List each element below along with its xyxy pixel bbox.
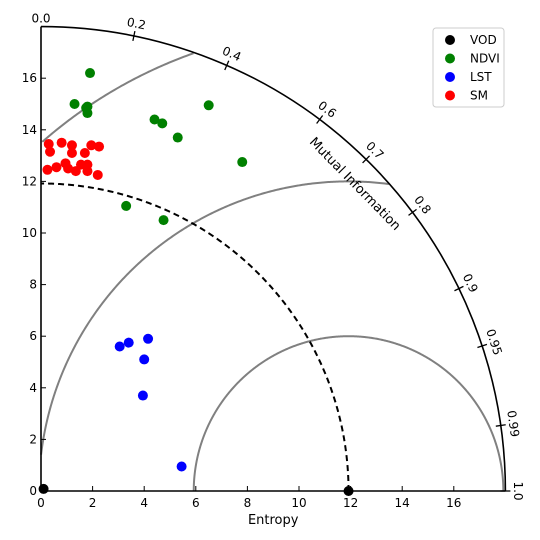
- data-point-vod: [38, 483, 49, 494]
- data-point-lst: [123, 337, 134, 348]
- x-tick-label: 0: [37, 496, 45, 510]
- x-tick-label: 14: [395, 496, 410, 510]
- x-tick-label: 16: [446, 496, 461, 510]
- data-point-ndvi: [158, 215, 169, 226]
- x-tick-label: 4: [140, 496, 148, 510]
- y-tick-label: 2: [29, 432, 37, 446]
- legend-label: LST: [470, 70, 492, 84]
- legend-label: SM: [470, 89, 488, 103]
- correlation-tick-label: 0.6: [315, 98, 339, 121]
- rmsd-contour-0: [192, 335, 505, 492]
- correlation-tick: [495, 424, 506, 427]
- data-point-lst: [114, 341, 125, 352]
- correlation-tick-label: 0.4: [220, 44, 243, 64]
- data-point-lst: [143, 333, 154, 344]
- data-point-ndvi: [203, 100, 214, 111]
- data-point-sm: [70, 166, 81, 177]
- correlation-tick: [224, 60, 230, 71]
- y-tick-label: 0: [29, 484, 37, 498]
- data-point-lst: [139, 354, 150, 365]
- legend-marker-sm: [445, 90, 455, 101]
- data-point-ndvi: [149, 114, 160, 125]
- data-point-ndvi: [82, 108, 93, 119]
- legend: VOD NDVI LST SM: [432, 27, 505, 108]
- reference-arc: [40, 182, 350, 492]
- correlation-tick-label: 0.99: [504, 410, 522, 438]
- data-point-sm: [79, 148, 90, 159]
- correlation-tick-label: 0.9: [460, 271, 481, 294]
- rmsd-contour-2: [41, 52, 194, 143]
- data-point-sm: [66, 148, 77, 159]
- data-point-sm: [43, 138, 54, 149]
- legend-marker-lst: [445, 72, 455, 82]
- correlation-tick-label: 0.95: [483, 327, 505, 357]
- y-tick-label: 6: [29, 329, 37, 343]
- x-axis-title: Entropy: [248, 513, 299, 528]
- correlation-tick: [132, 30, 136, 42]
- correlation-tick-label: 1.0: [511, 481, 525, 500]
- correlation-tick: [316, 115, 324, 124]
- data-point-ndvi: [121, 200, 132, 211]
- data-point-sm: [42, 164, 53, 175]
- data-point-sm: [63, 163, 74, 174]
- correlation-tick: [362, 155, 371, 164]
- data-point-ndvi: [69, 99, 80, 109]
- y-tick-label: 4: [29, 381, 37, 395]
- x-tick-label: 10: [291, 496, 306, 510]
- legend-marker-ndvi: [445, 53, 455, 64]
- outer-arc: [40, 25, 507, 492]
- y-tick-label: 16: [22, 71, 37, 85]
- data-point-sm: [86, 140, 97, 151]
- data-point-sm: [56, 137, 67, 148]
- correlation-zero-label: 0.0: [31, 12, 50, 26]
- data-point-ndvi: [172, 132, 183, 143]
- data-point-ndvi: [157, 118, 168, 129]
- legend-label: NDVI: [470, 52, 500, 66]
- data-point-lst: [137, 390, 148, 401]
- correlation-tick: [477, 343, 488, 349]
- y-tick-label: 8: [29, 278, 37, 292]
- legend-box: [432, 27, 505, 108]
- data-point-lst: [176, 461, 187, 472]
- data-points: [38, 68, 354, 496]
- x-tick-label: 8: [244, 496, 252, 510]
- data-point-ndvi: [85, 68, 96, 79]
- x-tick-label: 6: [192, 496, 200, 510]
- data-point-sm: [45, 146, 56, 157]
- data-point-sm: [82, 166, 93, 177]
- x-tick-label: 2: [89, 496, 97, 510]
- legend-marker-vod: [445, 35, 455, 45]
- data-point-ndvi: [237, 157, 248, 168]
- legend-label: VOD: [470, 33, 497, 47]
- plot-area: [40, 52, 505, 492]
- data-point-sm: [66, 140, 77, 151]
- y-tick-label: 10: [22, 226, 37, 240]
- x-tick-label: 12: [343, 496, 358, 510]
- data-point-sm: [94, 141, 105, 152]
- correlation-tick: [454, 285, 464, 292]
- data-point-sm: [92, 169, 103, 180]
- rmsd-contour-1: [40, 180, 390, 455]
- correlation-tick-label: 0.8: [411, 193, 434, 217]
- y-tick-label: 12: [22, 174, 37, 188]
- data-point-sm: [51, 162, 62, 173]
- correlation-tick-label: 0.2: [126, 15, 148, 33]
- correlation-tick: [408, 208, 417, 216]
- y-tick-label: 14: [22, 123, 37, 137]
